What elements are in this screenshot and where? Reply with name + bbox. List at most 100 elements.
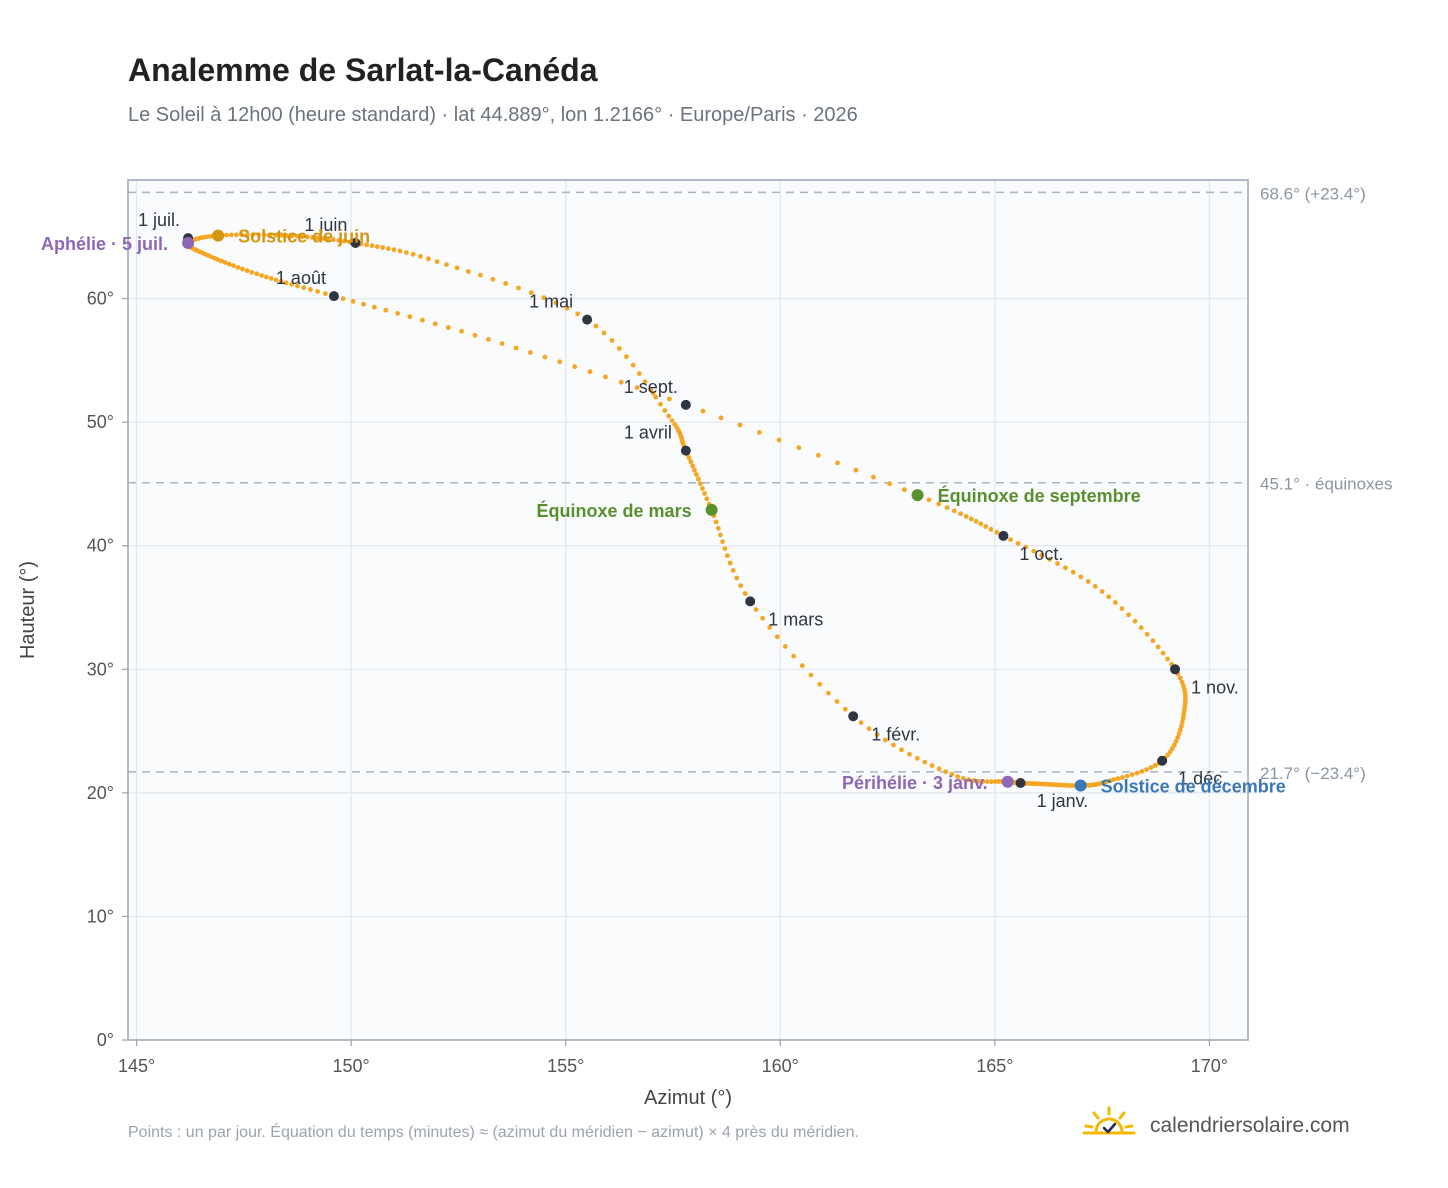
daily-point [380,245,386,250]
daily-point [1176,731,1182,737]
daily-point [727,560,733,566]
daily-point [1111,777,1117,783]
daily-point [541,295,547,300]
month-marker [1015,777,1026,788]
daily-point [557,359,563,365]
brand[interactable]: calendriersolaire.com [1082,1106,1350,1146]
daily-point [289,281,295,287]
daily-point [228,232,234,238]
daily-point [300,234,305,240]
event-marker [705,503,718,516]
reference-line-label: 45.1° · équinoxes [1260,475,1393,494]
daily-point [239,232,245,238]
daily-point [871,474,876,480]
daily-point [757,430,762,435]
daily-point [542,354,548,360]
daily-point [249,269,255,275]
daily-point [259,273,264,278]
daily-point [1138,625,1144,631]
x-tick-label: 170° [1191,1056,1228,1076]
daily-point [1015,541,1021,546]
daily-point [808,672,814,678]
daily-point [224,232,230,238]
month-label: 1 janv. [1037,791,1089,811]
daily-point [978,521,984,527]
daily-point [936,501,942,507]
daily-point [1179,719,1185,725]
y-tick-label: 0° [97,1030,114,1050]
y-tick-label: 60° [87,289,114,309]
daily-point [760,615,765,621]
month-marker [1170,664,1181,675]
daily-point [634,385,640,390]
daily-point [1129,772,1135,777]
daily-point [642,379,648,385]
daily-point [244,268,250,273]
daily-point [478,272,483,278]
daily-point [767,625,773,630]
daily-point [943,769,949,775]
month-label: 1 mars [768,609,823,629]
daily-point [702,491,707,496]
daily-point [994,530,1000,535]
event-marker [1001,775,1014,788]
daily-point [688,459,694,465]
daily-point [1099,589,1105,594]
daily-point [694,472,699,477]
daily-point [278,278,284,284]
daily-point [949,771,955,777]
month-label: 1 août [276,268,326,288]
daily-point [264,274,269,280]
daily-point [618,379,624,385]
daily-point [737,422,743,428]
daily-point [254,271,260,277]
daily-point [369,243,375,249]
daily-point [472,332,478,338]
month-marker [582,314,593,325]
event-marker [212,229,225,242]
daily-point [240,266,245,272]
daily-point [1031,548,1037,554]
daily-point [669,418,675,423]
daily-point [283,280,289,286]
month-marker [350,238,361,249]
daily-point [593,323,599,329]
y-tick-label: 20° [87,783,114,803]
daily-point [572,364,578,370]
daily-point [1173,738,1179,744]
daily-point [284,233,290,239]
daily-point [575,311,581,317]
daily-point [454,265,460,271]
daily-point [587,369,593,375]
daily-point [513,345,519,351]
daily-point [364,242,369,248]
daily-point [503,281,508,286]
event-label: Équinoxe de septembre [938,485,1141,506]
daily-point [1144,767,1149,772]
daily-point [658,401,663,407]
daily-point [219,258,224,264]
reference-lines: 68.6° (+23.4°) 45.1° · équinoxes 21.7° (−2… [128,184,1393,783]
daily-point [407,314,413,320]
daily-point [609,338,615,343]
month-label: 1 juil. [138,210,180,230]
daily-point [445,325,451,330]
daily-point [553,300,559,306]
month-marker [998,530,1009,541]
daily-point [1150,638,1156,644]
daily-point [383,307,389,313]
daily-point [235,265,241,270]
daily-point [926,497,932,503]
event-marker [182,237,195,250]
daily-point [996,779,1001,784]
daily-point [1078,574,1084,580]
daily-point [834,699,840,704]
y-tick-label: 30° [87,659,114,679]
daily-point [842,706,848,712]
daily-point [601,330,607,336]
daily-point [666,413,672,419]
daily-point [653,394,659,400]
daily-point [1171,742,1177,748]
event-label: Solstice de décembre [1101,776,1286,796]
daily-point [315,235,321,241]
